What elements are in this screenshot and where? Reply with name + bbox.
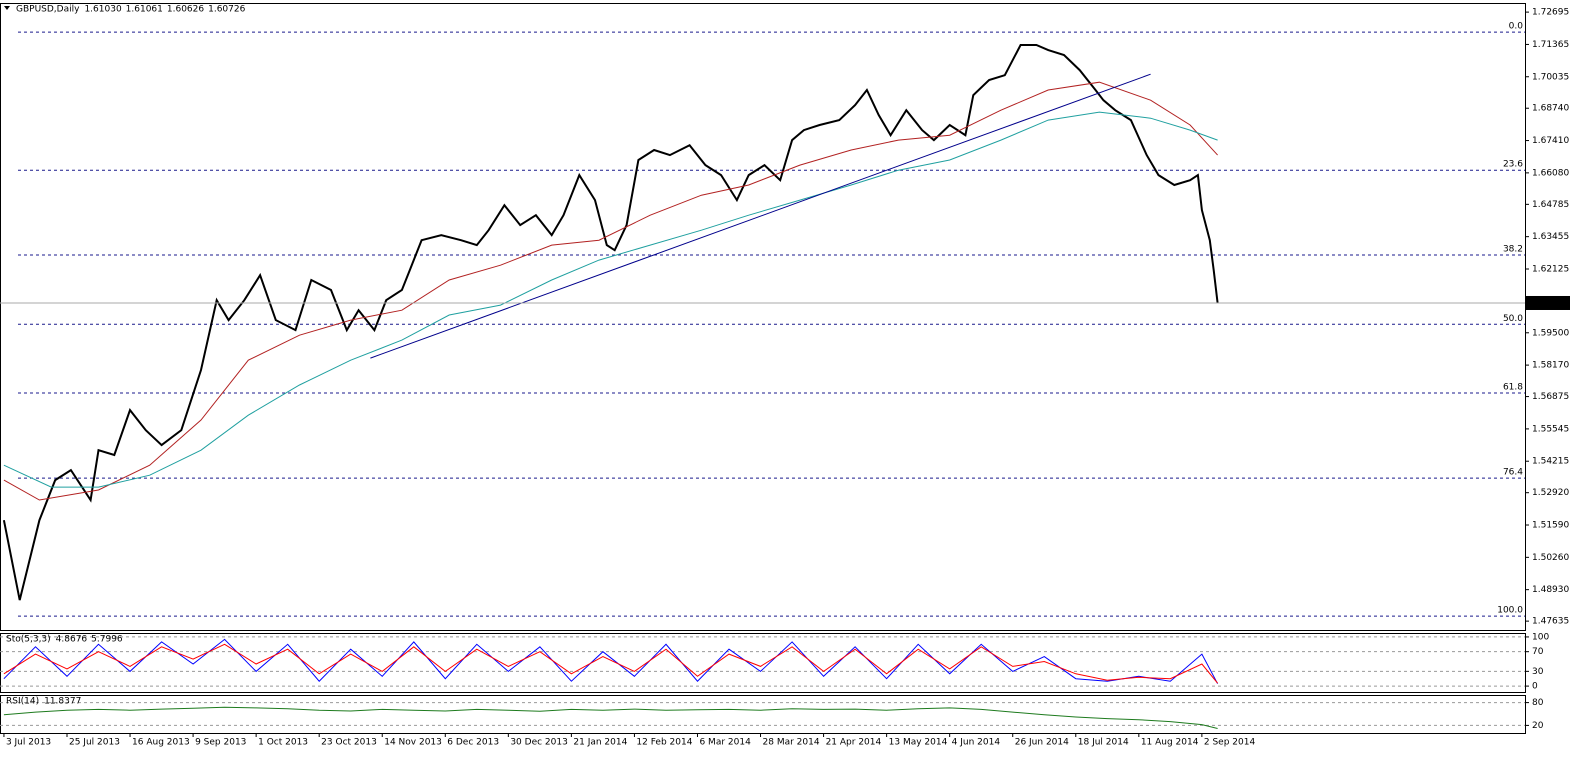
y-tick-label: 1.70035 [1532,72,1569,82]
y-tick-label: 1.64785 [1532,200,1569,210]
fib-label: 76.4 [1503,468,1523,478]
y-tick-label: 1.68740 [1532,104,1569,114]
x-tick-label: 26 Jun 2014 [1015,738,1069,748]
y-tick-label: 1.47635 [1532,617,1569,627]
series-line [370,73,1151,359]
x-tick-label: 9 Sep 2013 [195,738,246,748]
y-tick-label: 1.52920 [1532,488,1569,498]
panel-reading: 1.61030 [84,5,121,15]
y-tick-label: 1.58170 [1532,361,1569,371]
x-tick-label: 30 Dec 2013 [510,738,568,748]
last-price-box [1526,295,1570,310]
x-tick-label: 28 Mar 2014 [763,738,820,748]
y-tick-label: 1.59500 [1532,328,1569,338]
x-tick-label: 2 Sep 2014 [1204,738,1256,748]
y-tick-label: 1.71365 [1532,40,1569,50]
series-line [3,111,1218,488]
panel-reading: 5.7996 [91,635,123,645]
panel-reading: 1.61061 [126,5,163,15]
x-tick-label: 4 Jun 2014 [952,738,1001,748]
series-line [2,44,1219,601]
series-line [3,706,1218,729]
x-tick-label: 3 Jul 2013 [6,738,51,748]
x-tick-label: 21 Apr 2014 [826,738,882,748]
y-tick-label: 100 [1532,632,1549,642]
x-tick-label: 13 May 2014 [889,738,948,748]
x-tick-label: 11 Aug 2014 [1141,738,1199,748]
series-line [3,81,1218,501]
y-tick-label: 70 [1532,647,1544,657]
y-tick-label: 1.72695 [1532,8,1569,18]
x-tick-label: 6 Mar 2014 [699,738,751,748]
x-tick-label: 1 Oct 2013 [258,738,308,748]
x-tick-label: 21 Jan 2014 [573,738,627,748]
x-tick-label: 6 Dec 2013 [447,738,499,748]
y-tick-label: 80 [1532,698,1544,708]
y-tick-label: 1.50260 [1532,553,1569,563]
panel-reading: 4.8676 [56,635,88,645]
panel-reading: 1.60626 [167,5,204,15]
x-tick-label: 12 Feb 2014 [636,738,692,748]
y-tick-label: 30 [1532,667,1544,677]
y-tick-label: 0 [1532,682,1538,692]
panel-reading: 1.60726 [208,5,245,15]
x-tick-label: 16 Aug 2013 [132,738,190,748]
x-tick-label: 25 Jul 2013 [69,738,120,748]
y-tick-label: 1.63455 [1532,232,1569,242]
x-tick-label: 23 Oct 2013 [321,738,377,748]
panel-reading: 11.8377 [44,697,81,707]
series-line [3,643,1218,684]
y-tick-label: 1.54215 [1532,457,1569,467]
y-tick-label: 20 [1532,721,1544,731]
y-tick-label: 1.62125 [1532,264,1569,274]
fib-label: 50.0 [1503,314,1523,324]
y-tick-label: 1.56875 [1532,392,1569,402]
panel-title: Sto(5,3,3) [6,635,51,645]
panel-title: GBPUSD,Daily [16,5,80,15]
y-tick-label: 1.51590 [1532,521,1569,531]
y-tick-label: 1.55545 [1532,424,1569,434]
fib-label: 0.0 [1509,22,1524,32]
fib-label: 61.8 [1503,383,1523,393]
fib-label: 23.6 [1503,160,1523,170]
fib-label: 100.0 [1497,606,1523,616]
x-tick-label: 18 Jul 2014 [1078,738,1129,748]
panel-title: RSI(14) [6,697,39,707]
fib-label: 38.2 [1503,245,1523,255]
menu-icon [4,6,10,10]
last-price-label: 1.60726 [1532,298,1569,308]
y-tick-label: 1.66080 [1532,168,1569,178]
y-tick-label: 1.48930 [1532,585,1569,595]
x-tick-label: 14 Nov 2013 [384,738,442,748]
y-tick-label: 1.67410 [1532,136,1569,146]
